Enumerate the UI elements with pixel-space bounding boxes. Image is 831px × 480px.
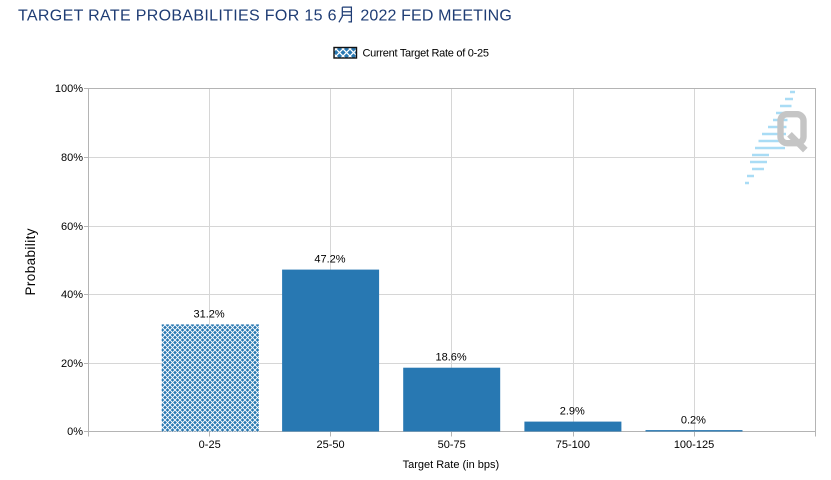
svg-text:0.2%: 0.2% [681,414,706,426]
svg-text:TARGET RATE PROBABILITIES FOR: TARGET RATE PROBABILITIES FOR 15 6 [18,7,337,24]
svg-text:Target Rate (in bps): Target Rate (in bps) [403,459,500,471]
svg-text:0-25: 0-25 [199,439,221,451]
svg-text:0%: 0% [67,426,83,438]
svg-text:47.2%: 47.2% [314,253,345,265]
svg-text:25-50: 25-50 [317,439,345,451]
svg-text:50-75: 50-75 [438,439,466,451]
svg-text:Current Target Rate of 0-25: Current Target Rate of 0-25 [363,48,490,60]
svg-text:31.2%: 31.2% [193,308,224,320]
svg-text:40%: 40% [61,289,83,301]
svg-text:2.9%: 2.9% [560,405,585,417]
svg-text:18.6%: 18.6% [435,351,466,363]
svg-text:100-125: 100-125 [674,439,714,451]
svg-text:2022 FED MEETING: 2022 FED MEETING [360,7,511,24]
svg-text:100%: 100% [55,83,83,95]
svg-text:75-100: 75-100 [556,439,590,451]
svg-text:Probability: Probability [23,228,38,295]
svg-text:60%: 60% [61,221,83,233]
svg-text:20%: 20% [61,358,83,370]
svg-text:80%: 80% [61,152,83,164]
